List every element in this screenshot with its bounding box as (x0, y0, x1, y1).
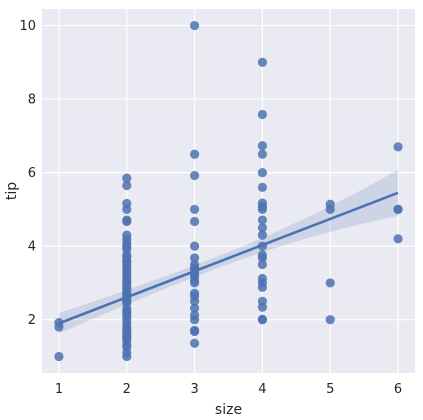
data-point (325, 199, 335, 209)
grid-lines (42, 9, 415, 373)
data-point (257, 223, 268, 233)
x-tick-label: 3 (190, 382, 198, 397)
y-tick-label: 4 (28, 240, 36, 255)
data-point (189, 325, 200, 335)
data-point (257, 250, 268, 260)
y-tick-label: 10 (19, 19, 36, 34)
data-point (189, 303, 200, 313)
data-point (189, 204, 200, 214)
plot-area (42, 9, 415, 373)
data-point (257, 182, 268, 192)
data-point (189, 20, 200, 31)
data-point (257, 259, 268, 270)
confidence-band (58, 169, 399, 334)
data-point (122, 180, 132, 191)
x-tick-label: 4 (258, 382, 266, 397)
x-tick-label: 1 (55, 382, 63, 397)
data-point (257, 109, 268, 120)
x-tick-labels: 1 2 3 4 5 6 (55, 382, 402, 397)
data-point (189, 170, 200, 181)
data-point (257, 314, 268, 324)
regression-line-group (58, 191, 399, 325)
data-point (189, 253, 200, 263)
data-point (122, 215, 132, 225)
y-tick-labels: 2 4 6 8 10 (19, 19, 36, 328)
data-point (54, 351, 64, 362)
data-point (257, 168, 268, 178)
data-point (189, 241, 200, 251)
data-point (257, 141, 268, 151)
data-point (257, 57, 268, 67)
data-point (122, 230, 132, 240)
y-axis-label: tip (4, 182, 20, 200)
data-point (257, 215, 268, 225)
data-point (189, 338, 200, 348)
data-point (257, 149, 268, 159)
x-tick-label: 5 (326, 382, 334, 397)
data-point (122, 173, 132, 183)
data-point (325, 278, 335, 288)
x-tick-label: 6 (394, 382, 402, 397)
data-point (122, 198, 132, 209)
y-tick-label: 6 (28, 166, 36, 181)
y-tick-label: 8 (28, 93, 36, 108)
data-point (189, 288, 200, 298)
confidence-band-area (58, 169, 399, 334)
data-point (257, 273, 268, 284)
x-tick-label: 2 (123, 382, 131, 397)
data-point (325, 315, 335, 325)
x-axis-label: size (215, 402, 242, 418)
data-point (393, 234, 403, 244)
data-point (189, 310, 200, 320)
data-point (189, 149, 200, 159)
data-point (393, 142, 403, 152)
data-point (257, 230, 268, 240)
data-point (393, 204, 403, 214)
data-point (257, 198, 268, 208)
data-point (257, 296, 268, 306)
y-tick-label: 2 (28, 313, 36, 328)
regression-line (58, 191, 399, 325)
data-point (189, 216, 200, 227)
data-point (189, 259, 200, 270)
